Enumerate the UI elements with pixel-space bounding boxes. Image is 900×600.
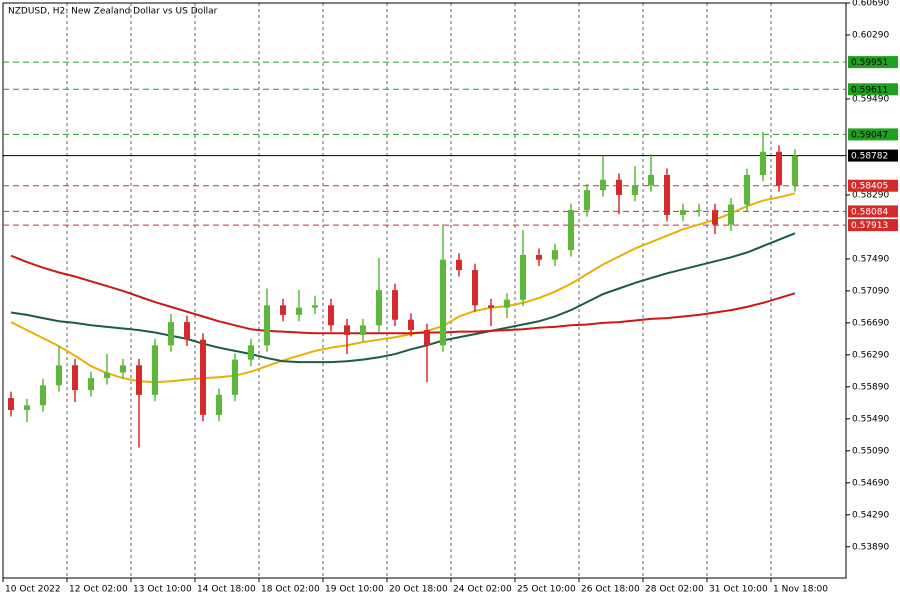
candle-body — [312, 305, 318, 308]
candle-body — [168, 322, 174, 346]
candle-body — [616, 179, 622, 195]
level-label-box — [848, 219, 898, 232]
candle-body — [728, 204, 734, 225]
level-label-box — [848, 179, 898, 192]
candle-body — [696, 210, 702, 212]
candle-body — [344, 325, 350, 335]
candle-body — [792, 155, 798, 186]
candle-body — [8, 398, 14, 411]
candle-body — [664, 174, 670, 215]
level-label: 0.59047 — [851, 130, 888, 140]
candle-body — [376, 290, 382, 326]
x-tick-label: 24 Oct 02:00 — [453, 585, 512, 595]
y-tick-label: 0.57490 — [852, 254, 889, 264]
candle-body — [504, 299, 510, 308]
candle-body — [648, 174, 654, 186]
candle-body — [568, 210, 574, 251]
candle-body — [88, 378, 94, 391]
candle-body — [776, 151, 782, 186]
x-tick-label: 20 Oct 18:00 — [389, 585, 448, 595]
level-label-box — [848, 128, 898, 141]
candle-body — [152, 345, 158, 395]
y-tick-label: 0.55090 — [852, 446, 889, 456]
x-tick-label: 25 Oct 10:00 — [517, 585, 576, 595]
moving-average — [10, 192, 796, 384]
x-tick-label: 28 Oct 02:00 — [645, 585, 704, 595]
candle-body — [184, 322, 190, 340]
candle-body — [248, 345, 254, 360]
candle-body — [520, 254, 526, 300]
y-tick-label: 0.58290 — [852, 190, 889, 200]
moving-average — [10, 232, 796, 364]
y-tick-label: 0.55890 — [852, 382, 889, 392]
candle-body — [536, 254, 542, 260]
y-tick-label: 0.57090 — [852, 286, 889, 296]
candle-body — [360, 325, 366, 335]
candle-body — [600, 179, 606, 191]
candle-body — [632, 185, 638, 195]
level-label: 0.58405 — [851, 182, 888, 192]
x-tick-label: 1 Nov 18:00 — [773, 585, 828, 595]
level-label: 0.57913 — [851, 221, 888, 231]
candle-body — [264, 305, 270, 346]
level-label: 0.59951 — [851, 58, 888, 68]
candle-body — [712, 210, 718, 225]
candle-body — [584, 190, 590, 211]
candle-body — [328, 305, 334, 326]
candle-body — [104, 372, 110, 379]
y-tick-label: 0.59490 — [852, 94, 889, 104]
candle-body — [552, 250, 558, 260]
x-tick-label: 14 Oct 18:00 — [197, 585, 256, 595]
y-tick-label: 0.55490 — [852, 414, 889, 424]
chart-title: NZDUSD, H2: New Zealand Dollar vs US Dol… — [8, 7, 218, 17]
candle-body — [200, 339, 206, 415]
candle-body — [760, 151, 766, 175]
candle-body — [24, 405, 30, 411]
candle-body — [232, 359, 238, 395]
candle-body — [120, 365, 126, 373]
y-tick-label: 0.60290 — [852, 30, 889, 40]
candle-body — [392, 290, 398, 320]
level-label-box — [848, 83, 898, 96]
candle-body — [744, 174, 750, 205]
candle-body — [72, 365, 78, 391]
candle-body — [280, 305, 286, 315]
level-label-box — [848, 56, 898, 69]
x-tick-label: 26 Oct 18:00 — [581, 585, 640, 595]
candle-body — [424, 330, 430, 346]
candle-body — [216, 394, 222, 415]
x-tick-label: 31 Oct 10:00 — [709, 585, 768, 595]
candle-body — [296, 307, 302, 315]
candle-body — [456, 259, 462, 271]
level-label-box — [848, 205, 898, 218]
level-label-box — [848, 149, 898, 162]
y-tick-label: 0.56690 — [852, 318, 889, 328]
x-tick-label: 10 Oct 2022 — [5, 585, 61, 595]
x-tick-label: 13 Oct 10:00 — [133, 585, 192, 595]
candle-body — [488, 305, 494, 308]
candle-body — [440, 259, 446, 346]
x-tick-label: 12 Oct 02:00 — [69, 585, 128, 595]
candle-body — [56, 365, 62, 386]
y-tick-label: 0.60690 — [852, 0, 889, 9]
moving-average — [10, 254, 796, 335]
level-label: 0.58084 — [851, 207, 888, 217]
x-tick-label: 19 Oct 10:00 — [325, 585, 384, 595]
candle-body — [40, 385, 46, 406]
x-tick-label: 18 Oct 02:00 — [261, 585, 320, 595]
y-tick-label: 0.54290 — [852, 510, 889, 520]
candle-body — [680, 210, 686, 215]
candle-body — [408, 319, 414, 331]
level-label: 0.58782 — [851, 152, 888, 162]
level-label: 0.59611 — [851, 85, 888, 95]
y-tick-label: 0.54690 — [852, 478, 889, 488]
y-tick-label: 0.56290 — [852, 350, 889, 360]
candle-body — [472, 270, 478, 306]
y-tick-label: 0.53890 — [852, 542, 889, 552]
candle-body — [136, 365, 142, 395]
